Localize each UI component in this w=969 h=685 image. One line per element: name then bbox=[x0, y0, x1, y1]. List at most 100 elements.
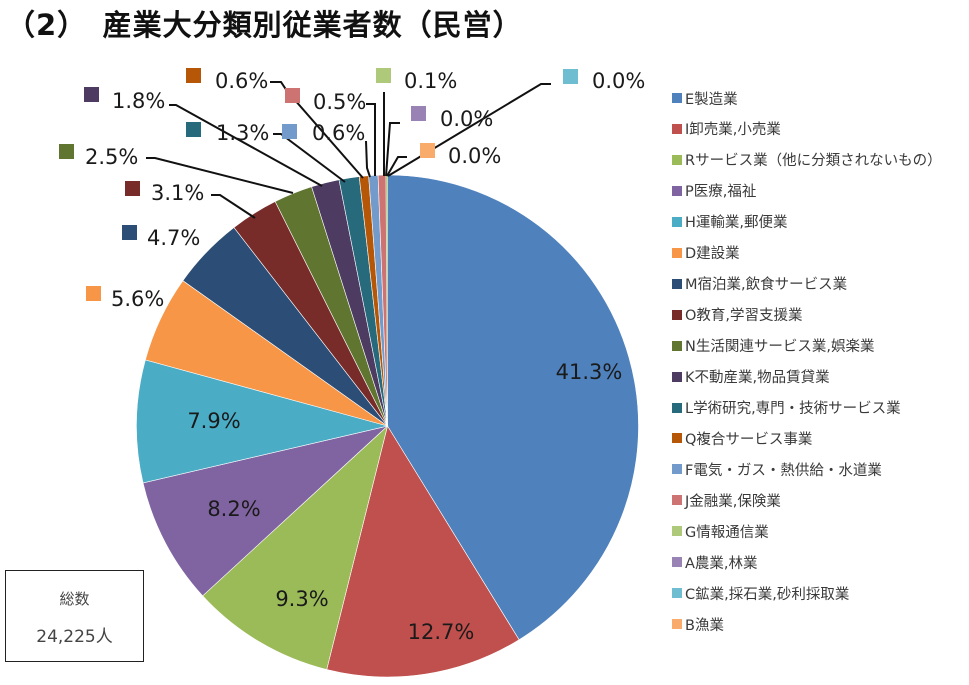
label-color-key bbox=[86, 286, 101, 301]
legend-label: Rサービス業（他に分類されないもの） bbox=[685, 153, 942, 170]
legend-item: F電気・ガス・熱供給・水道業 bbox=[672, 459, 882, 479]
data-label: 0.0% bbox=[592, 69, 645, 93]
data-label: 0.0% bbox=[448, 144, 501, 168]
legend-swatch bbox=[672, 495, 682, 506]
pie-slices bbox=[136, 174, 639, 678]
legend-item: L学術研究,専門・技術サービス業 bbox=[672, 398, 901, 418]
legend-label: F電気・ガス・熱供給・水道業 bbox=[685, 462, 882, 479]
label-color-key bbox=[285, 88, 300, 103]
leader-line bbox=[211, 194, 256, 219]
pie-slice bbox=[326, 425, 520, 678]
legend-item: I卸売業,小売業 bbox=[672, 119, 781, 139]
legend-item: Q複合サービス事業 bbox=[672, 428, 812, 448]
legend-swatch bbox=[672, 371, 682, 382]
label-color-key bbox=[282, 124, 297, 139]
legend-swatch bbox=[672, 340, 682, 351]
legend-item: C鉱業,採石業,砂利採取業 bbox=[672, 583, 849, 603]
legend-item: Rサービス業（他に分類されないもの） bbox=[672, 150, 942, 170]
label-color-key bbox=[84, 87, 99, 102]
chart-title: （2） 産業大分類別従業者数（民営） bbox=[6, 8, 523, 42]
legend-item: A農業,林業 bbox=[672, 552, 758, 572]
data-label: 0.1% bbox=[404, 69, 457, 93]
data-label: 9.3% bbox=[275, 587, 328, 611]
legend-label: N生活関連サービス業,娯楽業 bbox=[685, 339, 875, 356]
leader-line bbox=[273, 133, 346, 183]
data-label: 4.7% bbox=[147, 226, 200, 250]
leader-line bbox=[387, 83, 551, 177]
data-label: 0.0% bbox=[440, 107, 493, 131]
data-label: 5.6% bbox=[111, 287, 164, 311]
leader-line bbox=[146, 157, 294, 194]
label-color-key bbox=[411, 106, 426, 121]
legend-label: E製造業 bbox=[685, 91, 738, 108]
pie-slice bbox=[142, 425, 389, 597]
legend-label: D建設業 bbox=[685, 246, 740, 263]
legend-label: P医療,福祉 bbox=[685, 184, 757, 201]
legend-label: Q複合サービス事業 bbox=[685, 431, 813, 448]
leader-line bbox=[386, 156, 407, 177]
legend-swatch bbox=[672, 154, 682, 165]
legend-swatch bbox=[672, 402, 682, 413]
total-box: 総数 24,225人 bbox=[5, 570, 144, 662]
data-label: 8.2% bbox=[207, 497, 260, 521]
data-label: 1.3% bbox=[216, 121, 269, 145]
legend-item: K不動産業,物品賃貸業 bbox=[672, 367, 830, 387]
data-label: 41.3% bbox=[556, 360, 623, 384]
legend-item: D建設業 bbox=[672, 243, 740, 263]
label-color-key bbox=[59, 144, 74, 159]
total-label: 総数 bbox=[59, 590, 90, 608]
legend-label: B漁業 bbox=[685, 617, 724, 634]
legend-item: M宿泊業,飲食サービス業 bbox=[672, 274, 847, 294]
legend-item: B漁業 bbox=[672, 614, 724, 634]
legend-label: O教育,学習支援業 bbox=[685, 308, 803, 325]
label-color-key bbox=[125, 181, 140, 196]
leader-line bbox=[169, 104, 323, 187]
total-value: 24,225人 bbox=[36, 627, 113, 647]
legend-item: O教育,学習支援業 bbox=[672, 305, 803, 325]
legend-item: H運輸業,郵便業 bbox=[672, 212, 788, 232]
leader-lines bbox=[146, 81, 551, 219]
legend-label: M宿泊業,飲食サービス業 bbox=[685, 277, 848, 294]
legend-swatch bbox=[672, 185, 682, 196]
legend-label: G情報通信業 bbox=[685, 524, 769, 541]
legend-swatch bbox=[672, 93, 682, 103]
legend-item: J金融業,保険業 bbox=[672, 490, 781, 510]
legend-item: P医療,福祉 bbox=[672, 181, 756, 201]
pie-slice bbox=[202, 425, 389, 670]
data-label: 1.8% bbox=[112, 89, 165, 113]
label-color-key bbox=[376, 68, 391, 83]
leader-line bbox=[270, 81, 364, 179]
legend-label: C鉱業,採石業,砂利採取業 bbox=[685, 586, 850, 603]
legend-swatch bbox=[672, 247, 682, 258]
data-label: 0.6% bbox=[215, 69, 268, 93]
label-color-key bbox=[563, 69, 578, 84]
data-label: 0.5% bbox=[313, 90, 366, 114]
pie-slice bbox=[136, 359, 388, 484]
leader-line bbox=[365, 140, 371, 178]
legend-label: I卸売業,小売業 bbox=[685, 122, 781, 139]
label-color-key bbox=[186, 122, 201, 137]
leader-line bbox=[366, 103, 376, 176]
legend-swatch bbox=[672, 123, 682, 134]
leader-line bbox=[385, 122, 400, 177]
legend-label: A農業,林業 bbox=[685, 555, 758, 572]
legend-swatch bbox=[672, 433, 682, 444]
legend-swatch bbox=[672, 278, 682, 289]
data-label: 0.6% bbox=[312, 121, 365, 145]
legend-swatch bbox=[672, 619, 682, 630]
legend-swatch bbox=[672, 526, 682, 537]
legend-label: L学術研究,専門・技術サービス業 bbox=[685, 401, 901, 417]
legend-swatch bbox=[672, 557, 682, 568]
data-label: 12.7% bbox=[408, 620, 475, 644]
legend-item: E製造業 bbox=[672, 88, 738, 108]
legend-swatch bbox=[672, 309, 682, 320]
data-labels: 41.3% 12.7% 9.3% 8.2% 7.9% 5.6% 4.7% 3.1% 2.5% 1.… bbox=[59, 68, 645, 644]
label-color-key bbox=[186, 68, 201, 83]
legend-swatch bbox=[672, 588, 682, 599]
data-label: 2.5% bbox=[85, 145, 138, 169]
legend-swatch bbox=[672, 464, 682, 475]
legend-item: N生活関連サービス業,娯楽業 bbox=[672, 336, 874, 356]
legend-item: G情報通信業 bbox=[672, 521, 769, 541]
legend-label: H運輸業,郵便業 bbox=[685, 215, 788, 232]
